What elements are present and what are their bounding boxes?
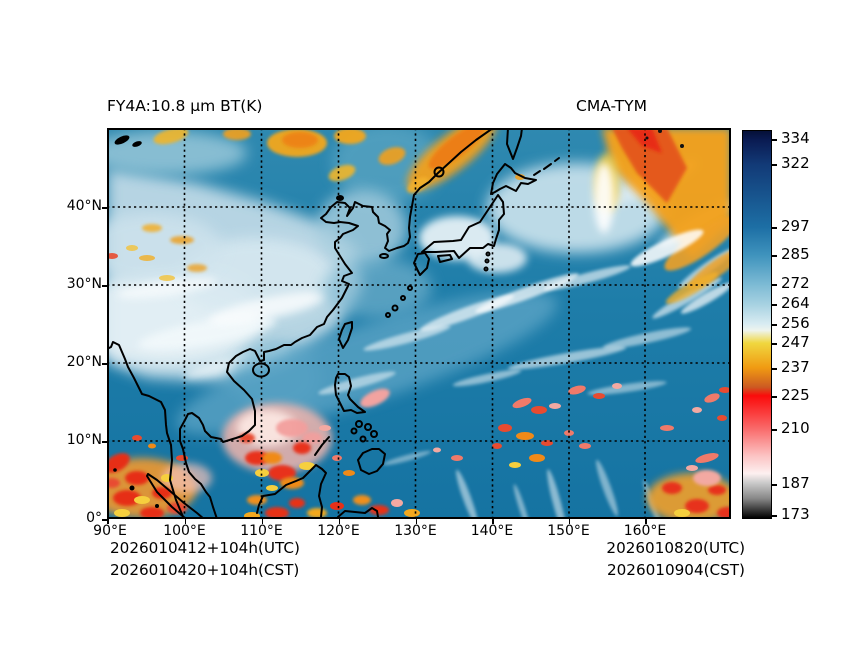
coastline-bay-of-bengal xyxy=(107,341,185,519)
coastline-luzon xyxy=(334,373,366,414)
x-tick-label: 160°E xyxy=(623,523,667,539)
coastline-honshu xyxy=(421,194,505,259)
colorbar-tick-mark xyxy=(772,484,777,486)
title-satellite-channel: FY4A:10.8 μm BT(K) xyxy=(107,97,263,115)
coastline-jeju xyxy=(379,253,389,259)
valid-time-cst: 2026010904(CST) xyxy=(606,561,745,579)
x-tick-label: 100°E xyxy=(163,523,206,539)
colorbar-tick-mark xyxy=(772,429,777,431)
y-tick-label: 30°N xyxy=(66,276,102,292)
y-tick-label: 20°N xyxy=(66,354,102,370)
pale-cloud-layer xyxy=(107,128,731,435)
x-tick-mark xyxy=(645,519,647,524)
x-tick-mark xyxy=(568,519,570,524)
colorbar-tick-label: 256 xyxy=(781,314,810,332)
colorbar-tick-mark xyxy=(772,368,777,370)
coastline-borneo xyxy=(256,464,327,518)
x-tick-mark xyxy=(107,519,109,524)
colorbar-tick-label: 272 xyxy=(781,274,810,292)
colorbar-tick-mark xyxy=(772,515,777,517)
colorbar-tick-label: 173 xyxy=(781,505,810,523)
map-plot xyxy=(107,128,731,519)
colorbar-tick-label: 322 xyxy=(781,154,810,172)
colorbar-tick-label: 297 xyxy=(781,217,810,235)
colorbar-tick-mark xyxy=(772,139,777,141)
coastline-sulawesi xyxy=(337,507,379,518)
y-tick-label: 0° xyxy=(86,510,102,526)
coastline-sumatra xyxy=(146,473,205,519)
coastline-sakhalin xyxy=(506,128,523,160)
x-tick-mark xyxy=(415,519,417,524)
lake-khanka xyxy=(433,166,445,178)
colorbar-tick-mark xyxy=(772,227,777,229)
y-tick-mark xyxy=(102,285,107,287)
colorbar-tick-mark xyxy=(772,164,777,166)
cold-cloud-north-layer xyxy=(107,128,731,314)
tropical-convection-layer xyxy=(107,383,731,519)
bt-colorbar xyxy=(742,130,772,519)
coastline-layer xyxy=(107,128,560,519)
colorbar-tick-label: 285 xyxy=(781,245,810,263)
colorbar-tick-label: 247 xyxy=(781,333,810,351)
y-tick-mark xyxy=(102,519,107,521)
colorbar-tick-mark xyxy=(772,343,777,345)
colorbar-tick-label: 237 xyxy=(781,358,810,376)
x-tick-label: 110°E xyxy=(240,523,283,539)
colorbar-tick-mark xyxy=(772,396,777,398)
coastline-palawan xyxy=(314,436,330,456)
coastline-visayas xyxy=(355,420,363,428)
valid-time-utc: 2026010820(UTC) xyxy=(606,539,745,557)
colorbar-tick-mark xyxy=(772,284,777,286)
x-tick-mark xyxy=(492,519,494,524)
coastline-hokkaido xyxy=(490,163,537,195)
coastline-kuril-islands xyxy=(533,157,560,176)
init-time-utc: 2026010412+104h(UTC) xyxy=(110,539,300,557)
y-tick-mark xyxy=(102,207,107,209)
map-frame xyxy=(107,128,731,519)
coastline-taiwan xyxy=(338,321,353,349)
coastline-mindanao xyxy=(357,448,386,475)
x-tick-mark xyxy=(261,519,263,524)
colorbar-tick-mark xyxy=(772,324,777,326)
x-tick-label: 150°E xyxy=(547,523,590,539)
y-tick-label: 40°N xyxy=(66,198,102,214)
coastline-mainland-asia xyxy=(179,128,494,519)
coastline-shikoku xyxy=(437,254,453,263)
init-time-cst: 2026010420+104h(CST) xyxy=(110,561,300,579)
cirrus-streak-layer xyxy=(318,247,731,519)
colorbar-tick-label: 210 xyxy=(781,419,810,437)
colorbar-tick-label: 334 xyxy=(781,129,810,147)
satellite-bt-map xyxy=(107,128,731,519)
ryukyu-island xyxy=(407,285,413,291)
grid-lines xyxy=(107,128,731,519)
y-tick-mark xyxy=(102,441,107,443)
colorbar-tick-mark xyxy=(772,304,777,306)
x-tick-label: 90°E xyxy=(93,523,127,539)
title-model-name: CMA-TYM xyxy=(576,97,647,115)
colorbar-tick-label: 264 xyxy=(781,294,810,312)
y-tick-mark xyxy=(102,363,107,365)
x-tick-mark xyxy=(338,519,340,524)
colorbar-tick-label: 225 xyxy=(781,386,810,404)
x-tick-label: 140°E xyxy=(470,523,514,539)
x-tick-label: 130°E xyxy=(394,523,437,539)
colorbar-tick-mark xyxy=(772,255,777,257)
x-tick-label: 120°E xyxy=(317,523,360,539)
y-tick-label: 10°N xyxy=(66,432,102,448)
izu-island xyxy=(485,251,491,257)
colorbar-tick-label: 187 xyxy=(781,474,810,492)
x-tick-mark xyxy=(184,519,186,524)
